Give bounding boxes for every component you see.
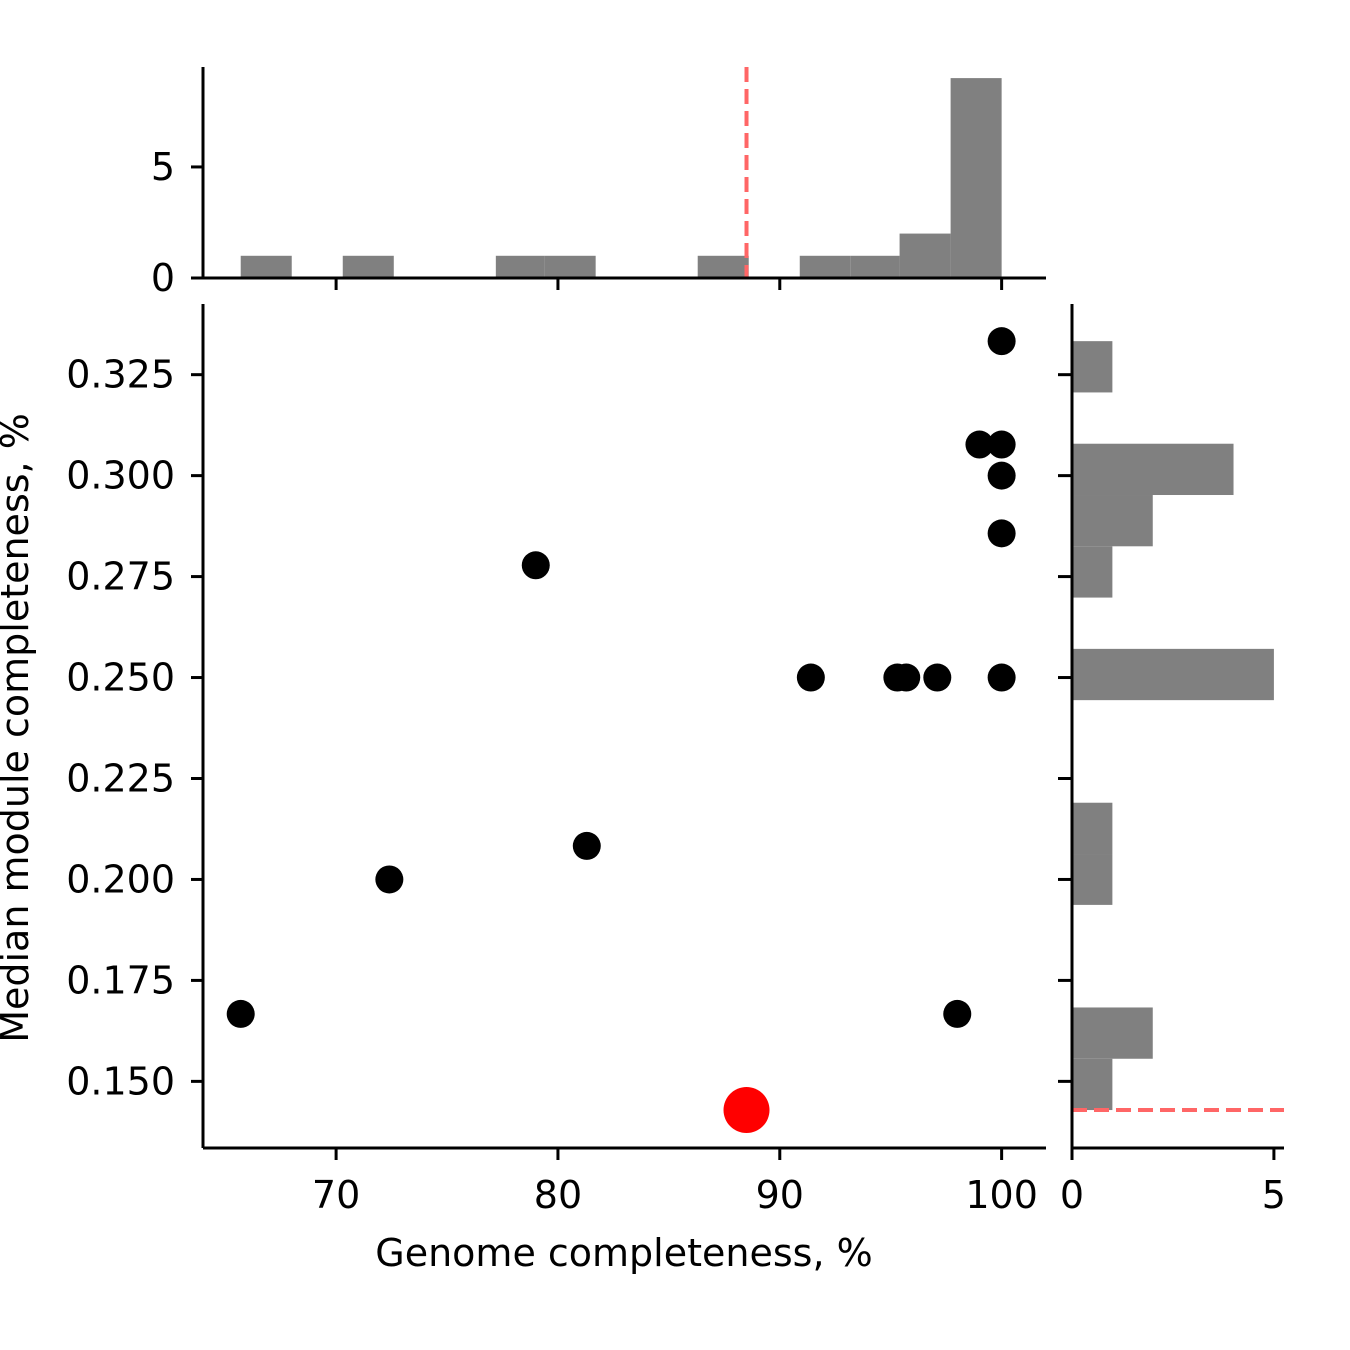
scatter-point: [572, 831, 601, 860]
y-tick-label: 0.275: [66, 555, 175, 599]
y-tick-label: 0.325: [66, 353, 175, 397]
right-histogram-bar: [1072, 1007, 1153, 1059]
y-tick-label: 0.300: [66, 454, 175, 498]
scatter-point: [943, 999, 972, 1028]
right-histogram-bar: [1072, 546, 1113, 598]
top-histogram-bar: [495, 255, 545, 278]
top-histogram-bar: [240, 255, 292, 278]
scatter-point: [987, 519, 1016, 548]
scatter-point: [796, 663, 825, 692]
top-histogram-y-tick-label: 5: [151, 145, 175, 189]
right-histogram-bar: [1072, 854, 1113, 905]
scatter-point: [987, 327, 1016, 356]
right-histogram-bar: [1072, 341, 1113, 393]
right-histogram-x-tick-label: 5: [1262, 1173, 1286, 1217]
right-histogram-x-tick-label: 0: [1060, 1173, 1084, 1217]
x-tick-label: 80: [534, 1173, 582, 1217]
scatter-point: [987, 430, 1016, 459]
y-tick-label: 0.150: [66, 1059, 175, 1103]
top-histogram-y-tick-label: 0: [151, 256, 175, 300]
y-tick-label: 0.200: [66, 857, 175, 901]
y-tick-label: 0.225: [66, 756, 175, 800]
top-histogram-bar: [544, 255, 596, 278]
top-histogram-bar: [850, 255, 900, 278]
scatter-point: [987, 461, 1016, 490]
right-histogram-bar: [1072, 443, 1234, 496]
y-axis-label: Median module completeness, %: [0, 413, 37, 1043]
top-histogram-bar: [697, 255, 749, 278]
scatter-plot: 70 80 90 100 0.150 0.175 0.200 0.225 0.250 0.275 0…: [66, 304, 1046, 1217]
scatter-point: [375, 865, 404, 894]
scatter-point: [923, 663, 952, 692]
y-tick-label: 0.175: [66, 958, 175, 1002]
x-tick-label: 90: [756, 1173, 804, 1217]
x-axis-label: Genome completeness, %: [375, 1231, 872, 1275]
top-histogram: 05: [151, 67, 1046, 300]
right-histogram-bar: [1072, 495, 1153, 547]
top-histogram-bar: [342, 255, 394, 278]
scatter-point: [226, 999, 255, 1028]
right-histogram-bar: [1072, 1058, 1113, 1111]
scatter-point: [987, 663, 1016, 692]
right-histogram-bar: [1072, 802, 1113, 855]
scatter-point: [521, 551, 550, 580]
scatter-point: [965, 430, 994, 459]
top-histogram-bar: [899, 233, 951, 278]
top-histogram-bar: [950, 78, 1002, 279]
x-tick-label: 70: [312, 1173, 360, 1217]
scatter-point: [892, 663, 921, 692]
x-tick-label: 100: [965, 1173, 1038, 1217]
right-histogram-bar: [1072, 648, 1274, 701]
highlight-point: [723, 1087, 770, 1134]
y-tick-label: 0.250: [66, 656, 175, 700]
top-histogram-bar: [799, 255, 851, 278]
